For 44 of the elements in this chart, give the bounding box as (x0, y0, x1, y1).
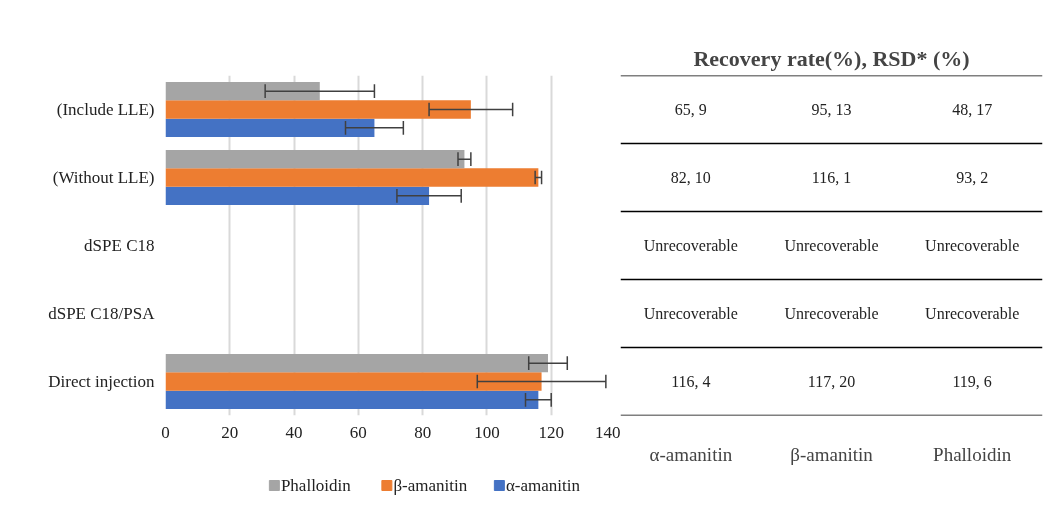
text: Phalloidin (933, 443, 1012, 465)
legend-label: β-amanitin (393, 476, 468, 495)
bar (165, 81, 320, 101)
x-tick-label: 40 (285, 422, 303, 442)
data-label: 117, 20 (807, 373, 856, 390)
y-tick-label: Direct injection (48, 372, 155, 391)
data-label: 116, 4 (671, 373, 711, 390)
text: α-amanitin (649, 443, 733, 465)
text: Unrecoverable (643, 237, 738, 254)
y-tick-label: dSPE C18/PSA (48, 304, 156, 323)
x-tick-label: 100 (474, 422, 500, 442)
x-tick-label: 60 (349, 422, 367, 442)
x-tick-label: 20 (221, 422, 239, 442)
data-label: 119, 6 (952, 373, 992, 390)
legend-label: α-amanitin (505, 476, 581, 495)
text: Recovery rate(%), RSD* (%) (693, 45, 970, 71)
data-label: 116, 1 (811, 169, 852, 186)
data-label: 48, 17 (952, 101, 993, 118)
bar (165, 186, 430, 206)
data-label: 65, 9 (674, 101, 707, 118)
data-label: 93, 2 (956, 169, 989, 186)
y-tick-label: (Without LLE) (52, 168, 155, 187)
y-tick-label: (Include LLE) (56, 100, 155, 119)
bar (165, 118, 375, 138)
text: Unrecoverable (784, 237, 879, 254)
x-tick-label: 80 (414, 422, 432, 442)
legend-label: Phalloidin (280, 476, 352, 495)
x-tick-label: 120 (538, 422, 564, 442)
bar (165, 149, 465, 169)
data-label: 95, 13 (811, 101, 852, 118)
x-tick-label: 140 (595, 422, 621, 442)
data-label: 82, 10 (670, 169, 711, 186)
bar (165, 390, 539, 410)
x-tick-label: 0 (161, 422, 170, 442)
text: Unrecoverable (925, 305, 1020, 322)
bar (165, 353, 548, 373)
bar (165, 372, 542, 391)
text: β-amanitin (790, 443, 873, 465)
bar (165, 100, 471, 119)
text: Unrecoverable (925, 237, 1020, 254)
text: Unrecoverable (784, 305, 879, 322)
y-tick-label: dSPE C18 (84, 236, 155, 255)
text: Unrecoverable (643, 305, 738, 322)
bar (165, 168, 539, 187)
